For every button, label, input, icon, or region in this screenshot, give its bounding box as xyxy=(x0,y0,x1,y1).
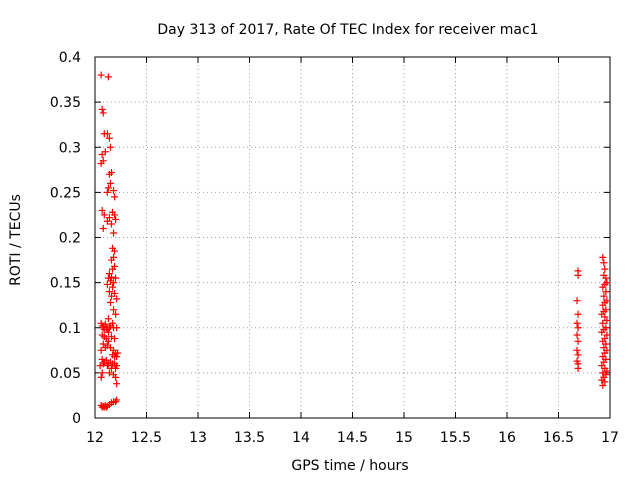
x-tick-label: 16.5 xyxy=(543,430,574,446)
y-axis-label: ROTI / TECUs xyxy=(8,194,24,286)
x-tick-label: 13 xyxy=(189,430,207,446)
y-tick-label: 0.2 xyxy=(59,231,81,247)
x-tick-label: 13.5 xyxy=(234,430,265,446)
y-tick-label: 0.1 xyxy=(59,321,81,337)
y-tick-label: 0.35 xyxy=(50,95,81,111)
y-tick-label: 0.3 xyxy=(59,140,81,156)
x-tick-label: 15.5 xyxy=(440,430,471,446)
y-tick-label: 0.15 xyxy=(50,276,81,292)
x-tick-label: 12.5 xyxy=(131,430,162,446)
x-tick-label: 17 xyxy=(601,430,619,446)
x-axis-label: GPS time / hours xyxy=(291,458,408,474)
x-tick-label: 14.5 xyxy=(337,430,368,446)
x-tick-label: 14 xyxy=(292,430,310,446)
y-tick-label: 0.05 xyxy=(50,366,81,382)
chart-title: Day 313 of 2017, Rate Of TEC Index for r… xyxy=(157,22,538,38)
y-tick-label: 0 xyxy=(72,411,81,427)
x-tick-label: 12 xyxy=(86,430,104,446)
y-tick-label: 0.25 xyxy=(50,185,81,201)
x-tick-label: 15 xyxy=(395,430,413,446)
x-tick-label: 16 xyxy=(498,430,516,446)
y-tick-label: 0.4 xyxy=(59,50,81,66)
